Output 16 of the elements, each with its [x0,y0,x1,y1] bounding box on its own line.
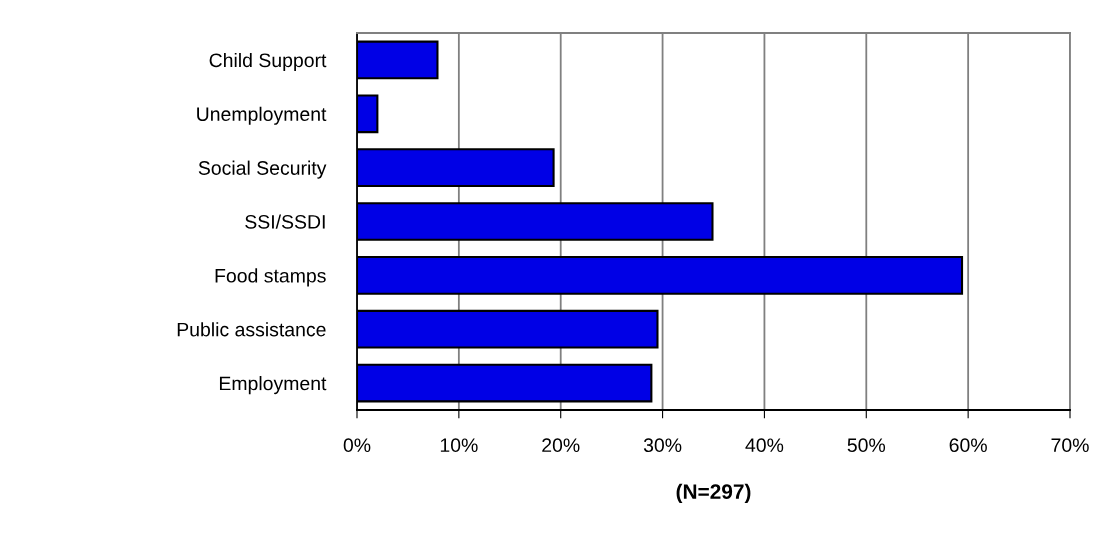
x-tick-label: 70% [1051,438,1089,453]
y-tick-label: Food stamps [215,268,326,287]
x-tick-label: 30% [643,438,682,453]
x-tick-label: 40% [745,438,784,453]
y-tick-label: Child Support [209,52,327,72]
x-tick-label: 0% [343,438,371,453]
x-axis-title: (N=297) [676,483,751,504]
x-tick-label: 20% [542,438,580,453]
y-tick-label: Employment [219,376,327,395]
y-tick-label: Public assistance [177,322,326,337]
x-tick-label: 60% [949,438,987,453]
y-tick-label: Social Security [198,160,327,179]
y-tick-label: Unemployment [197,106,327,125]
y-tick-label: SSI/SSDI [245,214,325,229]
x-tick-label: 50% [847,438,886,453]
x-tick-label: 10% [440,438,478,453]
